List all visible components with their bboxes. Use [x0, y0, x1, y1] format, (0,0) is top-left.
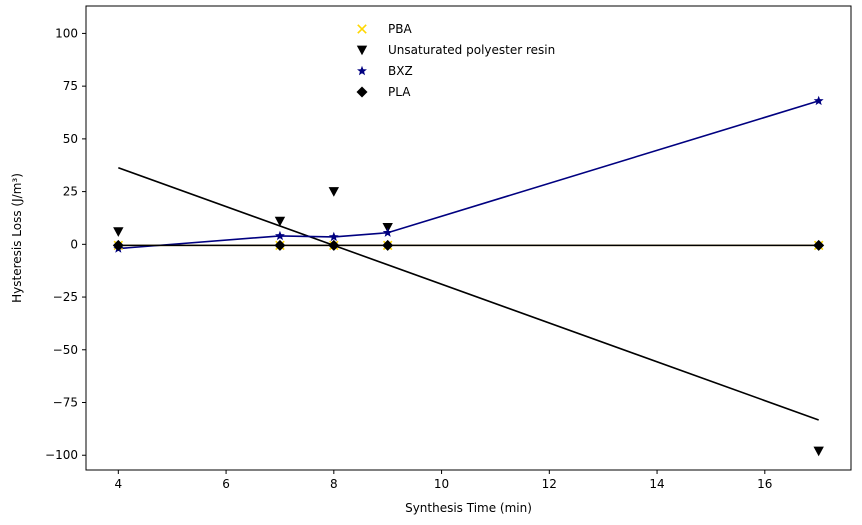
markers-layer: [112, 95, 825, 457]
data-point-s4-4: [382, 239, 394, 251]
x-tick-label-3: 8: [330, 477, 338, 491]
y-tick-label-6: 25: [63, 185, 78, 199]
data-point-s3-2: [275, 230, 285, 241]
legend-marker-1: [357, 24, 367, 34]
data-point-s4-1: [112, 239, 124, 251]
data-point-s2-2: [274, 216, 286, 227]
series-line-2: [118, 167, 819, 421]
y-tick-label-8: 75: [63, 79, 78, 93]
x-tick-label-2: 6: [222, 477, 230, 491]
data-point-s4-3: [328, 239, 340, 251]
x-tick-label-7: 16: [757, 477, 772, 491]
legend-label-3: BXZ: [388, 64, 413, 78]
x-tick-label-6: 14: [649, 477, 664, 491]
legend-label-4: PLA: [388, 85, 411, 99]
data-point-s2-1: [113, 227, 124, 237]
legend-marker-4: [356, 86, 368, 98]
legend-label-2: Unsaturated polyester resin: [388, 43, 555, 57]
plot-frame: [85, 5, 852, 471]
y-tick-label-2: −75: [53, 396, 78, 410]
data-point-s4-5: [813, 239, 825, 251]
data-point-s3-3: [328, 231, 339, 242]
data-point-s4-2: [274, 239, 286, 251]
legend: PBA Unsaturated polyester resin BXZ PLA: [356, 22, 555, 99]
y-tick-label-9: 100: [55, 26, 78, 40]
y-tick-label-3: −50: [53, 343, 78, 357]
y-tick-label-5: 0: [70, 237, 78, 251]
data-point-s3-5: [813, 95, 824, 106]
x-tick-label-4: 10: [434, 477, 449, 491]
legend-label-1: PBA: [388, 22, 412, 36]
data-point-s3-4: [382, 227, 393, 237]
y-tick-label-7: 50: [63, 132, 78, 146]
y-tick-label-4: −25: [53, 290, 78, 304]
axes-layer: 4 6 8 10 12 14 16 −100 −75 −50 −25 0 25 50 75 100: [45, 5, 852, 491]
y-tick-label-1: −100: [45, 448, 78, 462]
legend-marker-3: [357, 65, 367, 76]
legend-marker-2: [356, 45, 368, 56]
x-axis-label: Synthesis Time (min): [405, 501, 532, 515]
legend-marker-1-stroke-2: [357, 24, 367, 34]
x-tick-label-1: 4: [115, 477, 123, 491]
data-point-s2-5: [813, 446, 824, 457]
y-axis-label: Hysteresis Loss (J/m³): [10, 173, 24, 303]
data-point-s2-3: [328, 187, 340, 197]
x-tick-label-5: 12: [542, 477, 557, 491]
